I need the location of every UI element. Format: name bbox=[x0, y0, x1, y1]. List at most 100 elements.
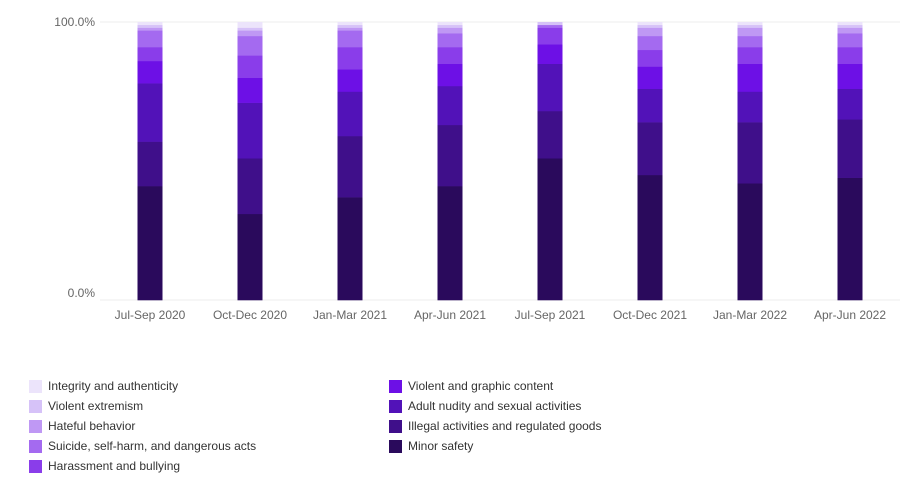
bar-segment[interactable] bbox=[637, 174, 663, 301]
bar-segment[interactable] bbox=[537, 158, 563, 301]
bar-segment[interactable] bbox=[537, 44, 563, 64]
bar-segment[interactable] bbox=[337, 135, 363, 198]
bar-segment[interactable] bbox=[837, 119, 863, 178]
legend-item[interactable]: Suicide, self-harm, and dangerous acts bbox=[29, 436, 389, 456]
legend: Integrity and authenticity Violent extrem… bbox=[29, 376, 749, 476]
bar-segment[interactable] bbox=[737, 63, 763, 92]
bar-segment[interactable] bbox=[437, 124, 463, 187]
bar-segment[interactable] bbox=[437, 47, 463, 64]
bar-segment[interactable] bbox=[737, 91, 763, 123]
bar-segment[interactable] bbox=[537, 22, 563, 26]
legend-item[interactable]: Integrity and authenticity bbox=[29, 376, 389, 396]
bar-segment[interactable] bbox=[237, 158, 263, 215]
legend-label: Violent and graphic content bbox=[408, 379, 554, 393]
bar-segment[interactable] bbox=[137, 24, 163, 28]
legend-label: Harassment and bullying bbox=[48, 459, 181, 473]
bar-segment[interactable] bbox=[537, 110, 563, 159]
bar-segment[interactable] bbox=[637, 22, 663, 26]
bar-segment[interactable] bbox=[637, 24, 663, 28]
bar-segment[interactable] bbox=[737, 27, 763, 37]
bar-segment[interactable] bbox=[737, 24, 763, 28]
bar-segment[interactable] bbox=[837, 88, 863, 120]
bar-segment[interactable] bbox=[137, 27, 163, 31]
legend-label: Integrity and authenticity bbox=[48, 379, 179, 393]
bar-segment[interactable] bbox=[437, 85, 463, 126]
bar-segment[interactable] bbox=[737, 183, 763, 301]
bar-segment[interactable] bbox=[437, 186, 463, 301]
y-tick-label-top: 100.0% bbox=[54, 15, 95, 29]
bar-segment[interactable] bbox=[637, 66, 663, 90]
bar-segment[interactable] bbox=[537, 63, 563, 112]
legend-label: Violent extremism bbox=[48, 399, 144, 413]
bar-segment[interactable] bbox=[237, 30, 263, 37]
bar-segment[interactable] bbox=[437, 22, 463, 26]
bar-segment[interactable] bbox=[237, 77, 263, 103]
bar-segment[interactable] bbox=[837, 27, 863, 34]
legend-item[interactable]: Illegal activities and regulated goods bbox=[389, 416, 749, 436]
bar-segment[interactable] bbox=[437, 33, 463, 48]
bar-segment[interactable] bbox=[737, 35, 763, 48]
x-tick-label: Apr-Jun 2022 bbox=[814, 308, 886, 322]
legend-item[interactable]: Violent and graphic content bbox=[389, 376, 749, 396]
legend-item[interactable]: Violent extremism bbox=[29, 396, 389, 416]
x-tick-label: Oct-Dec 2021 bbox=[613, 308, 687, 322]
x-tick-labels: Jul-Sep 2020 Oct-Dec 2020 Jan-Mar 2021 Apr-… bbox=[115, 308, 887, 322]
bar-segment[interactable] bbox=[337, 91, 363, 137]
bar-segment[interactable] bbox=[837, 22, 863, 26]
x-tick-label: Jul-Sep 2020 bbox=[115, 308, 186, 322]
bar-segment[interactable] bbox=[837, 24, 863, 28]
bar-segment[interactable] bbox=[837, 63, 863, 90]
bar-segment[interactable] bbox=[137, 83, 163, 142]
bar-segment[interactable] bbox=[737, 122, 763, 184]
legend-swatch bbox=[389, 379, 402, 393]
bar-segment[interactable] bbox=[237, 102, 263, 159]
legend-item[interactable]: Minor safety bbox=[389, 436, 749, 456]
bar-segment[interactable] bbox=[237, 35, 263, 56]
bar-segment[interactable] bbox=[237, 55, 263, 78]
bar-segment[interactable] bbox=[137, 30, 163, 48]
x-tick-label: Jan-Mar 2022 bbox=[713, 308, 787, 322]
bar-segment[interactable] bbox=[637, 122, 663, 176]
bar-segment[interactable] bbox=[137, 47, 163, 62]
bar-segment[interactable] bbox=[337, 69, 363, 92]
bar-segment[interactable] bbox=[137, 22, 163, 26]
legend-label: Illegal activities and regulated goods bbox=[408, 419, 602, 433]
bar-segment[interactable] bbox=[437, 27, 463, 34]
legend-swatch bbox=[389, 419, 402, 433]
bar-segment[interactable] bbox=[137, 141, 163, 187]
y-tick-label-bottom: 0.0% bbox=[68, 286, 96, 300]
bar-segment[interactable] bbox=[237, 27, 263, 31]
bar-segment[interactable] bbox=[737, 22, 763, 26]
legend-label: Suicide, self-harm, and dangerous acts bbox=[48, 439, 257, 453]
bar-segment[interactable] bbox=[437, 24, 463, 28]
bar-segment[interactable] bbox=[537, 27, 563, 45]
bar-segment[interactable] bbox=[637, 35, 663, 51]
legend-item[interactable]: Adult nudity and sexual activities bbox=[389, 396, 749, 416]
bar-segment[interactable] bbox=[837, 177, 863, 301]
x-tick-label: Oct-Dec 2020 bbox=[213, 308, 287, 322]
x-tick-label: Apr-Jun 2021 bbox=[414, 308, 486, 322]
bar-segment[interactable] bbox=[737, 47, 763, 64]
bar-segment[interactable] bbox=[437, 63, 463, 87]
legend-swatch bbox=[29, 399, 42, 413]
legend-label: Minor safety bbox=[408, 439, 474, 453]
bar-segment[interactable] bbox=[237, 22, 263, 28]
bar-segment[interactable] bbox=[637, 88, 663, 123]
bar-segment[interactable] bbox=[337, 24, 363, 28]
legend-swatch bbox=[29, 439, 42, 453]
bar-segment[interactable] bbox=[137, 60, 163, 84]
bar-segment[interactable] bbox=[337, 27, 363, 31]
bar-segment[interactable] bbox=[237, 213, 263, 301]
bar-segment[interactable] bbox=[837, 47, 863, 64]
bar-segment[interactable] bbox=[637, 27, 663, 37]
bar-segment[interactable] bbox=[637, 49, 663, 67]
legend-item[interactable]: Harassment and bullying bbox=[29, 456, 389, 476]
bar-segment[interactable] bbox=[337, 197, 363, 301]
bar-segment[interactable] bbox=[337, 30, 363, 48]
bar-segment[interactable] bbox=[837, 33, 863, 48]
bar-segment[interactable] bbox=[537, 24, 563, 28]
bar-segment[interactable] bbox=[337, 47, 363, 70]
bar-segment[interactable] bbox=[137, 186, 163, 301]
legend-item[interactable]: Hateful behavior bbox=[29, 416, 389, 436]
bar-segment[interactable] bbox=[337, 22, 363, 26]
